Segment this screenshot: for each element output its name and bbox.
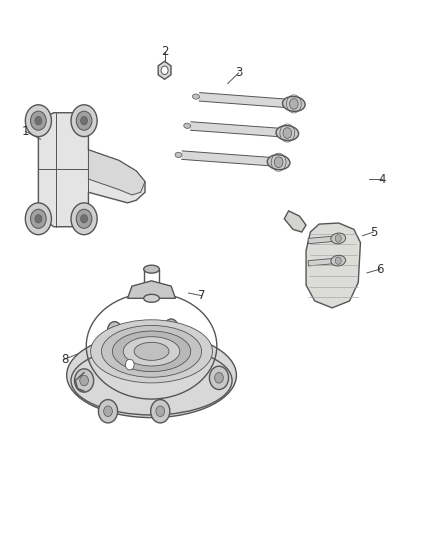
Polygon shape: [182, 151, 269, 166]
Ellipse shape: [144, 265, 159, 273]
Polygon shape: [191, 122, 278, 136]
Polygon shape: [308, 236, 332, 244]
Circle shape: [35, 215, 42, 223]
Polygon shape: [39, 113, 145, 227]
Circle shape: [112, 326, 117, 334]
Circle shape: [101, 332, 120, 355]
Text: 2: 2: [161, 45, 168, 58]
Circle shape: [335, 257, 341, 264]
Polygon shape: [306, 223, 360, 308]
Text: 4: 4: [378, 173, 386, 185]
Ellipse shape: [134, 342, 169, 360]
Ellipse shape: [331, 233, 346, 244]
Circle shape: [80, 375, 88, 386]
Ellipse shape: [102, 326, 201, 377]
Ellipse shape: [67, 333, 237, 418]
Text: 7: 7: [198, 289, 205, 302]
Circle shape: [168, 324, 174, 331]
Polygon shape: [308, 259, 332, 266]
Ellipse shape: [144, 294, 159, 302]
Text: 1: 1: [21, 125, 29, 138]
Ellipse shape: [283, 96, 305, 111]
Circle shape: [168, 329, 187, 352]
Circle shape: [335, 235, 341, 242]
Ellipse shape: [184, 123, 191, 128]
Polygon shape: [127, 281, 176, 298]
Ellipse shape: [276, 126, 299, 141]
Polygon shape: [284, 211, 306, 232]
Circle shape: [76, 111, 92, 130]
Circle shape: [31, 111, 46, 130]
Ellipse shape: [331, 255, 346, 266]
Circle shape: [71, 105, 97, 136]
Circle shape: [290, 99, 298, 109]
Circle shape: [173, 335, 182, 346]
Circle shape: [156, 406, 165, 417]
Circle shape: [161, 66, 168, 75]
Circle shape: [25, 105, 51, 136]
Polygon shape: [158, 61, 171, 79]
Polygon shape: [88, 150, 145, 195]
Circle shape: [31, 209, 46, 228]
Ellipse shape: [113, 331, 191, 372]
Text: 6: 6: [376, 263, 384, 276]
Ellipse shape: [192, 94, 199, 99]
Circle shape: [99, 400, 117, 423]
Ellipse shape: [123, 337, 180, 366]
Ellipse shape: [91, 320, 212, 383]
Circle shape: [209, 366, 229, 390]
Circle shape: [35, 116, 42, 125]
Circle shape: [74, 369, 94, 392]
Circle shape: [106, 338, 115, 349]
Circle shape: [274, 157, 283, 167]
Circle shape: [125, 359, 134, 370]
Circle shape: [76, 209, 92, 228]
Circle shape: [81, 215, 88, 223]
Circle shape: [71, 203, 97, 235]
Circle shape: [81, 116, 88, 125]
Circle shape: [151, 400, 170, 423]
Circle shape: [215, 373, 223, 383]
Circle shape: [104, 406, 113, 417]
Polygon shape: [199, 93, 285, 108]
Ellipse shape: [267, 155, 290, 169]
Circle shape: [283, 128, 292, 139]
Circle shape: [25, 203, 51, 235]
Text: 3: 3: [235, 67, 242, 79]
Circle shape: [108, 321, 121, 338]
Text: 8: 8: [61, 353, 68, 366]
Circle shape: [164, 319, 178, 336]
Text: 5: 5: [370, 225, 377, 239]
Ellipse shape: [175, 152, 182, 158]
